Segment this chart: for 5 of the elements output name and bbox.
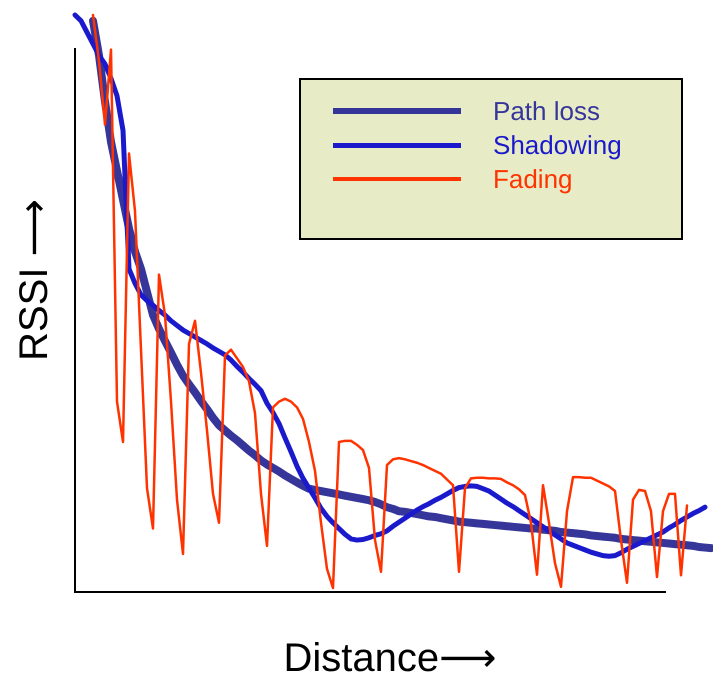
legend-label: Shadowing <box>493 130 622 160</box>
legend-label: Fading <box>493 164 572 194</box>
legend-label: Path loss <box>493 96 600 126</box>
x-axis-title: Distance⟶ <box>284 636 496 680</box>
y-axis-title: RSSI ⟶ <box>12 199 56 361</box>
